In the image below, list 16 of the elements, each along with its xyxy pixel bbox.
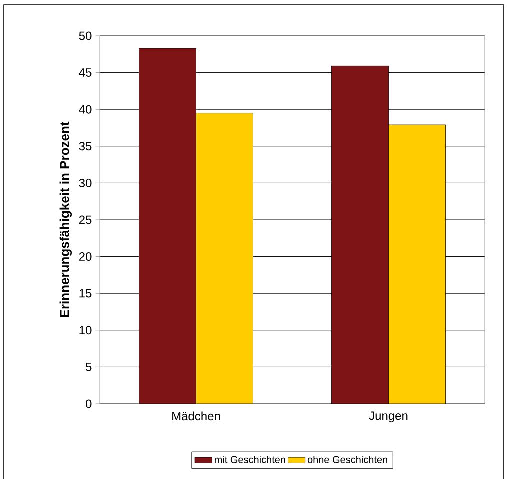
legend-label: mit Geschichten bbox=[215, 456, 286, 464]
y-tick-label: 15 bbox=[80, 289, 92, 298]
y-tick-label: 40 bbox=[79, 105, 92, 114]
x-tick-label: Mädchen bbox=[172, 412, 220, 421]
y-tick-label: 10 bbox=[80, 326, 92, 335]
y-tick-label: 25 bbox=[79, 216, 92, 224]
y-tick-label: 5 bbox=[86, 363, 92, 372]
y-axis-title: Erinnerungsfähigkeit in Prozent bbox=[60, 122, 72, 318]
y-tick-label: 35 bbox=[79, 142, 92, 151]
y-tick-label: 30 bbox=[79, 178, 92, 188]
y-tick-label: 45 bbox=[79, 68, 92, 77]
y-tick-label: 0 bbox=[86, 400, 92, 408]
y-tick-label: 20 bbox=[79, 252, 92, 262]
legend-label: ohne Geschichten bbox=[308, 456, 388, 464]
y-tick-label: 50 bbox=[79, 32, 92, 40]
x-tick-label: Jungen bbox=[369, 412, 408, 423]
